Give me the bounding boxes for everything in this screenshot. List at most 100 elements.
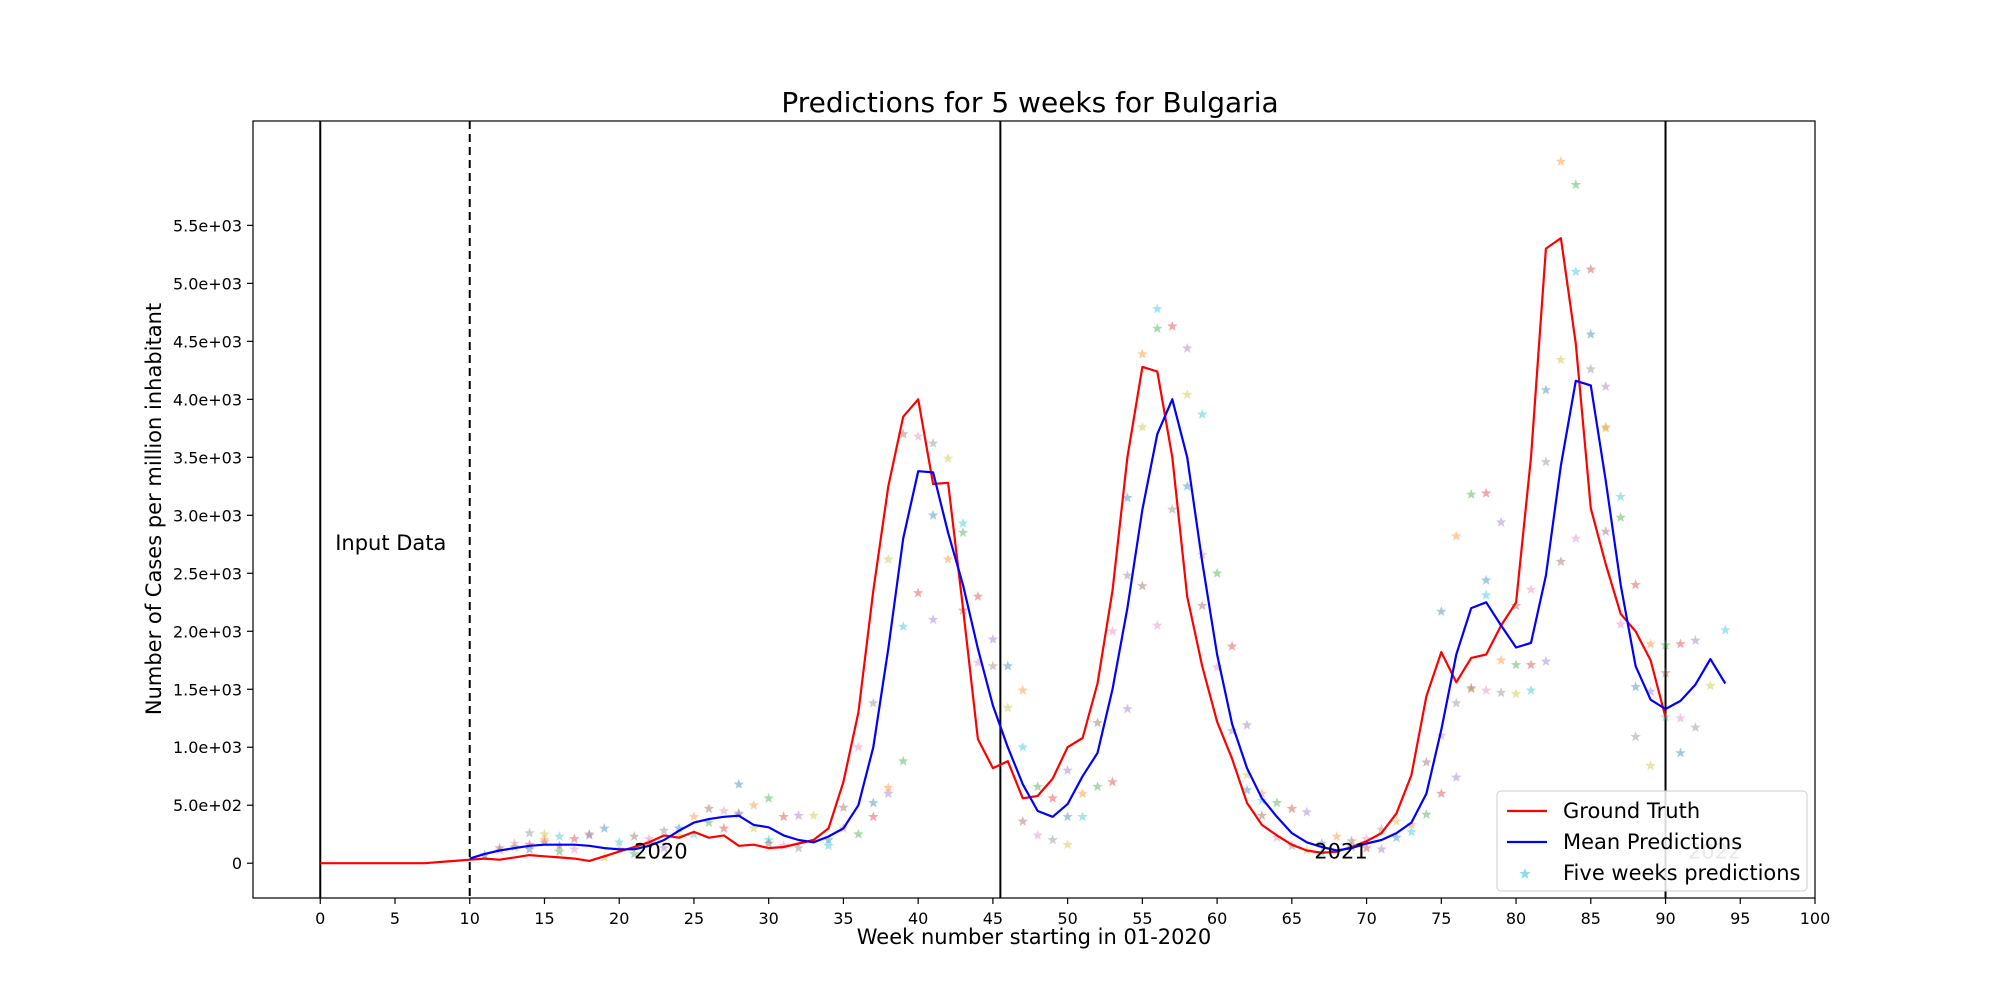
prediction-star-point [1256,788,1268,799]
prediction-star-point [763,834,774,845]
prediction-star-point [1660,639,1671,650]
x-tick-label: 90 [1655,909,1675,928]
prediction-star-point [868,697,879,708]
prediction-star-point [808,810,819,821]
prediction-star-point [748,799,759,810]
prediction-star-point [1600,526,1611,536]
prediction-star-point [1376,843,1387,854]
prediction-star-point [1062,811,1073,822]
prediction-star-point [1167,320,1178,331]
prediction-star-point [1391,816,1402,826]
prediction-star-point [718,805,730,816]
y-tick-label: 5.0e+03 [173,274,242,293]
prediction-star-point [1286,803,1298,814]
prediction-star-point [793,810,804,821]
y-tick-label: 4.5e+03 [173,332,242,351]
prediction-star-point [1331,831,1342,841]
prediction-star-point [1480,574,1492,585]
prediction-star-point [823,840,834,851]
prediction-star-point [1122,492,1133,503]
prediction-star-point [927,509,939,520]
prediction-star-point [1182,480,1193,491]
legend-label: Five weeks predictions [1563,861,1801,885]
prediction-star-point [1675,638,1686,649]
prediction-star-point [1077,811,1088,822]
prediction-star-point [688,828,700,839]
vertical-lines [319,121,1667,898]
annotation-2020: 2020 [634,840,687,864]
prediction-star-point [1480,589,1492,600]
prediction-star-point [733,778,744,789]
prediction-star-point [1256,810,1268,821]
prediction-star-point [1391,832,1402,843]
y-tick-label: 4.0e+03 [173,390,242,409]
prediction-star-point [1271,832,1283,843]
prediction-star-point [569,833,580,844]
prediction-star-point [793,842,804,853]
prediction-star-point [1226,640,1238,651]
y-tick-label: 5.0e+02 [173,796,242,815]
prediction-star-point [1092,781,1103,792]
prediction-star-point [1032,781,1043,792]
prediction-star-point [778,840,789,851]
prediction-star-point [1241,769,1253,780]
prediction-star-point [1525,659,1537,670]
prediction-star-point [1406,819,1417,830]
y-tick-label: 3.0e+03 [173,506,242,525]
prediction-star-point [1107,776,1118,787]
prediction-star-point [1316,838,1327,848]
y-tick-label: 2.0e+03 [173,622,242,641]
prediction-star-point [1047,792,1058,803]
legend-label: Mean Predictions [1563,830,1742,854]
x-tick-label: 20 [609,909,629,928]
prediction-star-point [942,553,954,564]
prediction-star-point [1690,635,1701,645]
prediction-star-point [1241,784,1253,795]
prediction-star-point [628,831,640,841]
line-series [320,237,1727,865]
prediction-star-point [1182,342,1193,353]
prediction-star-point [1675,747,1686,758]
y-tick-label: 1.0e+03 [173,738,242,757]
prediction-star-point [1017,741,1028,752]
prediction-star-point [1585,363,1596,374]
prediction-star-point [1690,722,1701,732]
ground-truth-line [320,237,1667,865]
prediction-star-point [1630,681,1641,692]
prediction-star-point [778,811,789,822]
prediction-star-point [1196,600,1208,611]
prediction-star-point [1376,824,1387,834]
prediction-star-point [733,809,744,819]
plot-area: Input Data202020212022 [252,120,1816,899]
prediction-star-point [718,822,730,833]
prediction-star-point [1152,303,1163,314]
x-tick-label: 0 [315,909,325,928]
x-tick-label: 60 [1207,909,1227,928]
x-axis-label: Week number starting in 01-2020 [857,925,1211,949]
prediction-star-point [658,825,670,836]
prediction-star-point [972,657,984,667]
prediction-star-point [942,453,954,463]
prediction-star-point [1645,686,1656,696]
prediction-star-point [1182,389,1193,400]
y-axis-label: Number of Cases per million inhabitant [142,303,166,715]
prediction-star-point [1480,684,1492,695]
prediction-star-point [1630,731,1641,742]
prediction-star-point [898,621,909,632]
prediction-star-point [1152,620,1163,630]
x-tick-label: 30 [759,909,779,928]
x-tick-label: 45 [983,909,1003,928]
prediction-star-point [1555,556,1567,567]
prediction-star-point [524,827,535,838]
prediction-star-point [1645,638,1656,649]
prediction-star-point [1346,835,1357,846]
x-tick-label: 50 [1057,909,1077,928]
prediction-star-point [1436,730,1447,741]
x-tick-label: 75 [1431,909,1451,928]
prediction-star-point [1421,809,1432,819]
prediction-star-point [1122,570,1133,581]
prediction-star-point [554,846,565,857]
prediction-star-point [1436,606,1447,616]
prediction-star-point [1137,421,1148,432]
